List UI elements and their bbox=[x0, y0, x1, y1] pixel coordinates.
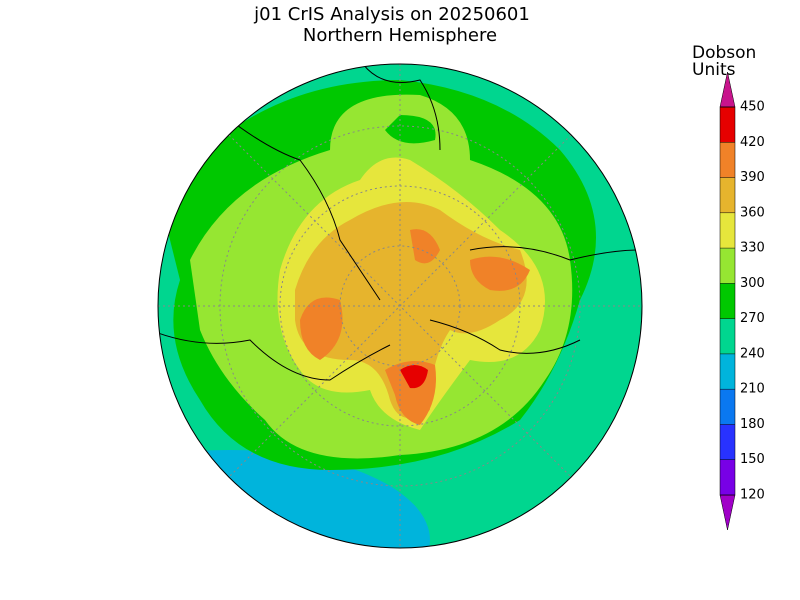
colorbar-band bbox=[720, 459, 735, 495]
colorbar-band bbox=[720, 212, 735, 249]
colorbar-label: 360 bbox=[740, 205, 765, 220]
colorbar: 120 150 180 210 240 270 300 330 360 390 420 450 bbox=[719, 71, 765, 531]
colorbar-label: 330 bbox=[740, 241, 765, 256]
colorbar-band bbox=[720, 248, 735, 284]
colorbar-band bbox=[720, 107, 735, 143]
subtitle: Northern Hemisphere bbox=[303, 25, 497, 46]
colorbar-label: 450 bbox=[740, 100, 765, 115]
colorbar-band bbox=[720, 389, 735, 425]
colorbar-band bbox=[720, 142, 735, 178]
colorbar-band bbox=[720, 353, 735, 390]
colorbar-title: Units bbox=[692, 60, 736, 80]
colorbar-label: 270 bbox=[740, 311, 765, 326]
colorbar-label: 420 bbox=[740, 135, 765, 150]
colorbar-band bbox=[720, 177, 735, 213]
colorbar-band bbox=[720, 283, 735, 319]
colorbar-label: 300 bbox=[740, 276, 765, 291]
colorbar-band bbox=[720, 424, 735, 460]
colorbar-label: 390 bbox=[740, 170, 765, 185]
colorbar-band bbox=[720, 318, 735, 354]
colorbar-label: 150 bbox=[740, 452, 765, 467]
colorbar-label: 120 bbox=[740, 488, 765, 503]
colorbar-label: 210 bbox=[740, 382, 765, 397]
ozone-map bbox=[158, 64, 642, 548]
title: j01 CrIS Analysis on 20250601 bbox=[253, 4, 530, 25]
colorbar-title: Dobson bbox=[692, 43, 756, 63]
colorbar-label: 180 bbox=[740, 417, 765, 432]
colorbar-label: 240 bbox=[740, 346, 765, 361]
colorbar-end bbox=[719, 494, 736, 531]
globe-outline bbox=[157, 63, 643, 549]
